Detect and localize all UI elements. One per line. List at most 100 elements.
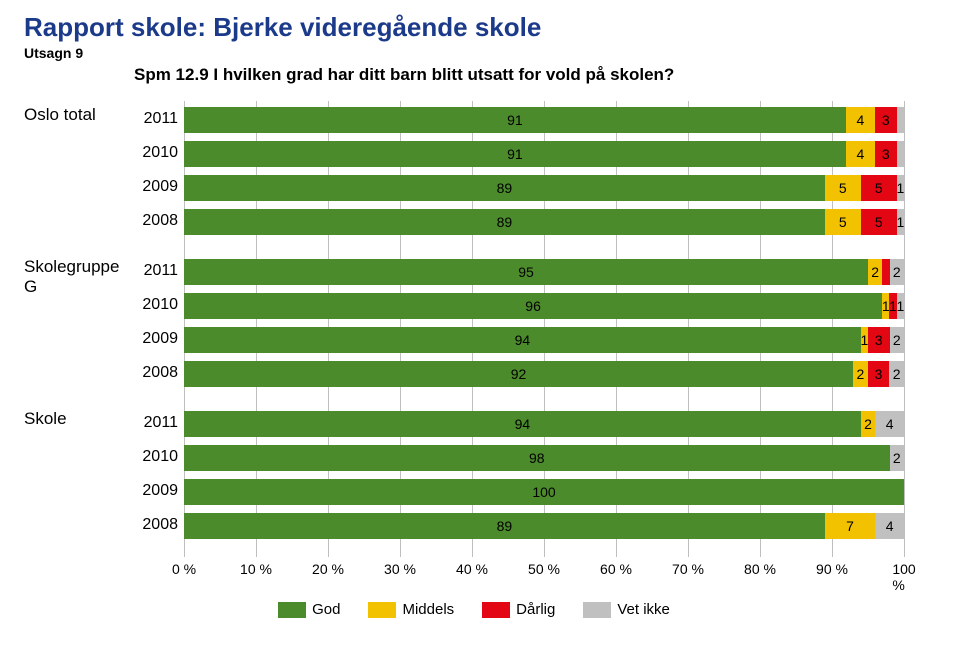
bar-segment: 1 — [897, 209, 904, 235]
legend-swatch — [368, 602, 396, 618]
bar-row: 200892232 — [184, 361, 904, 387]
group-label: Skolegruppe G — [24, 257, 134, 297]
bar-segment: 3 — [875, 141, 897, 167]
bar: 982 — [184, 445, 904, 471]
bar-row: 20119143 — [184, 107, 904, 133]
bar-segment: 1 — [897, 293, 904, 319]
bar: 8974 — [184, 513, 904, 539]
bar-segment: 1 — [861, 327, 868, 353]
bar-row: 201096111 — [184, 293, 904, 319]
x-tick: 70 % — [672, 561, 704, 577]
bar-segment — [897, 107, 904, 133]
bar: 9424 — [184, 411, 904, 437]
year-label: 2010 — [134, 296, 178, 314]
year-label: 2008 — [134, 212, 178, 230]
question-text: Spm 12.9 I hvilken grad har ditt barn bl… — [134, 65, 936, 85]
x-tick: 0 % — [172, 561, 196, 577]
bar-segment: 95 — [184, 259, 868, 285]
bar-segment: 91 — [184, 107, 846, 133]
legend-item: God — [278, 601, 340, 618]
bar-segment: 96 — [184, 293, 882, 319]
legend-item: Dårlig — [482, 601, 555, 618]
bar-segment: 4 — [875, 513, 904, 539]
bar-row: 200889551 — [184, 209, 904, 235]
bar: 89551 — [184, 175, 904, 201]
bar-segment: 89 — [184, 209, 825, 235]
plot-area: Oslo total201191432010914320098955120088… — [184, 101, 904, 557]
bar-segment — [897, 141, 904, 167]
bar-segment: 3 — [868, 327, 890, 353]
x-tick: 60 % — [600, 561, 632, 577]
bar-segment: 3 — [875, 107, 897, 133]
x-tick: 100 % — [892, 561, 915, 593]
group-label: Oslo total — [24, 105, 134, 125]
bar-segment: 98 — [184, 445, 890, 471]
bar-segment: 94 — [184, 411, 861, 437]
bar: 9143 — [184, 107, 904, 133]
year-label: 2009 — [134, 330, 178, 348]
bar-segment — [882, 259, 889, 285]
bar: 9522 — [184, 259, 904, 285]
bar-segment: 91 — [184, 141, 846, 167]
bar: 100 — [184, 479, 904, 505]
bar-group: Skolegruppe G201195222010961112009941322… — [184, 253, 904, 405]
legend-swatch — [482, 602, 510, 618]
x-axis: 0 %10 %20 %30 %40 %50 %60 %70 %80 %90 %1… — [184, 561, 904, 585]
x-tick: 10 % — [240, 561, 272, 577]
bar-row: 2010982 — [184, 445, 904, 471]
subtitle: Utsagn 9 — [24, 45, 936, 61]
bar-segment: 2 — [890, 259, 904, 285]
year-label: 2008 — [134, 364, 178, 382]
group-label: Skole — [24, 409, 134, 429]
x-tick: 90 % — [816, 561, 848, 577]
year-label: 2011 — [134, 414, 178, 432]
bar-group: Skole201194242010982200910020088974 — [184, 405, 904, 557]
bar-segment: 4 — [846, 141, 875, 167]
bar-segment: 5 — [825, 209, 861, 235]
x-tick: 30 % — [384, 561, 416, 577]
year-label: 2010 — [134, 448, 178, 466]
bar-row: 200989551 — [184, 175, 904, 201]
legend-swatch — [278, 602, 306, 618]
legend-label: Dårlig — [516, 601, 555, 618]
grid-line — [904, 101, 905, 557]
bar-segment: 7 — [825, 513, 875, 539]
bar-segment: 5 — [861, 209, 897, 235]
bar-groups: Oslo total201191432010914320098955120088… — [184, 101, 904, 557]
legend-item: Vet ikke — [583, 601, 670, 618]
legend-swatch — [583, 602, 611, 618]
legend-label: Middels — [402, 601, 454, 618]
bar-row: 20119424 — [184, 411, 904, 437]
bar-segment: 1 — [897, 175, 904, 201]
bar: 9143 — [184, 141, 904, 167]
bar-segment: 2 — [861, 411, 875, 437]
legend-label: God — [312, 601, 340, 618]
legend: God Middels Dårlig Vet ikke — [24, 601, 924, 618]
page-title: Rapport skole: Bjerke videregående skole — [24, 12, 936, 43]
bar-segment: 2 — [890, 327, 904, 353]
bar-segment: 1 — [882, 293, 889, 319]
x-tick: 40 % — [456, 561, 488, 577]
bar-segment: 89 — [184, 513, 825, 539]
bar-segment: 2 — [889, 361, 904, 387]
x-tick: 80 % — [744, 561, 776, 577]
bar-segment: 2 — [868, 259, 882, 285]
bar: 92232 — [184, 361, 904, 387]
bar-segment: 5 — [861, 175, 897, 201]
x-tick: 50 % — [528, 561, 560, 577]
bar-row: 200994132 — [184, 327, 904, 353]
bar-segment: 5 — [825, 175, 861, 201]
year-label: 2010 — [134, 144, 178, 162]
bar-segment: 94 — [184, 327, 861, 353]
year-label: 2009 — [134, 178, 178, 196]
bar-segment: 89 — [184, 175, 825, 201]
legend-label: Vet ikke — [617, 601, 670, 618]
bar-row: 20088974 — [184, 513, 904, 539]
x-tick: 20 % — [312, 561, 344, 577]
bar-segment: 4 — [846, 107, 875, 133]
bar-segment: 2 — [890, 445, 904, 471]
bar-group: Oslo total201191432010914320098955120088… — [184, 101, 904, 253]
year-label: 2008 — [134, 516, 178, 534]
bar-segment: 100 — [184, 479, 904, 505]
year-label: 2009 — [134, 482, 178, 500]
